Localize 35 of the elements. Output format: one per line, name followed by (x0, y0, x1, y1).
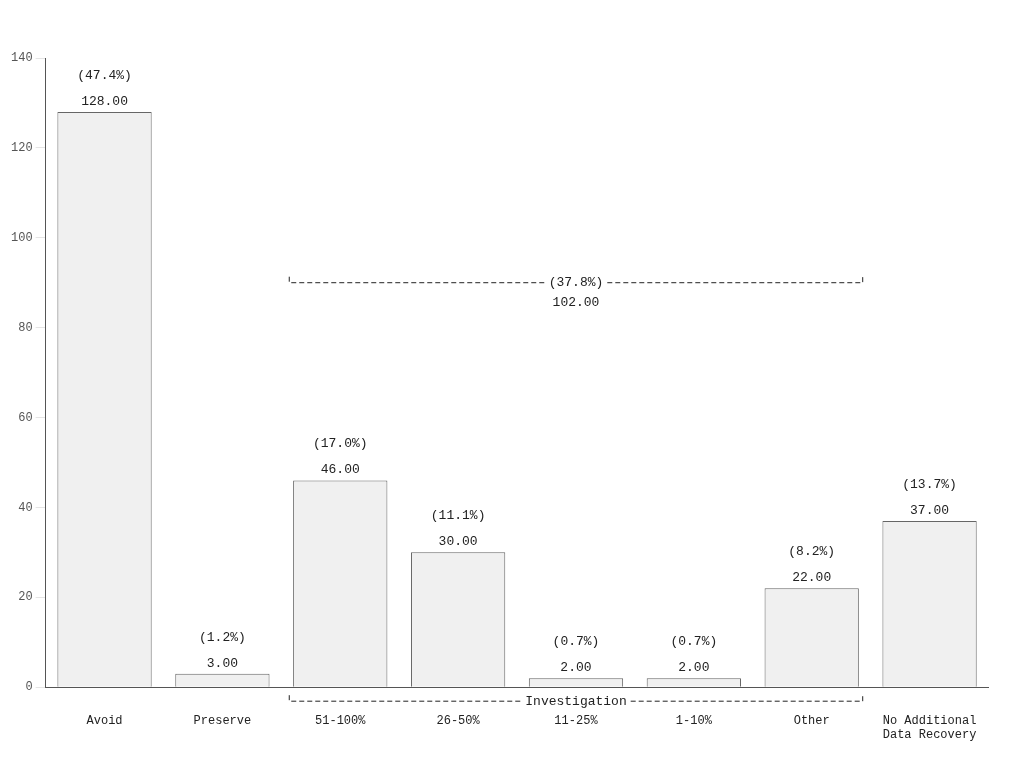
y-tick-label: 140 (10, 51, 33, 66)
data-label: 2.00 (678, 660, 710, 676)
y-tick-label: 0 (25, 680, 33, 695)
annotation: (0.7%) (670, 634, 718, 650)
annotation: (47.4%) (77, 67, 132, 83)
annotation: (0.7%) (552, 634, 600, 650)
x-tick-label: 51-100% (315, 713, 367, 728)
annotation: (11.1%) (430, 508, 486, 524)
y-tick-label: 120 (10, 141, 33, 156)
x-tick-label: 1-10% (675, 713, 713, 728)
x-tick-label: No Additional Data Recovery (882, 713, 977, 742)
annotation: (1.2%) (198, 629, 246, 645)
annotation: (37.8%) (548, 275, 604, 291)
y-tick-label: 100 (10, 230, 33, 245)
x-tick-label: Avoid (86, 713, 123, 728)
x-tick-label: 26-50% (436, 713, 481, 728)
y-tick-label: 20 (18, 590, 33, 605)
data-label: 3.00 (206, 655, 239, 671)
annotation: (13.7%) (902, 476, 957, 492)
data-label: 128.00 (81, 93, 128, 109)
x-tick-label: Preserve (193, 713, 252, 728)
annotation: (8.2%) (788, 544, 836, 560)
text: Investigation (525, 693, 627, 709)
data-label: 37.00 (910, 502, 950, 518)
x-tick-label: Other (793, 713, 830, 728)
data-label: 46.00 (320, 462, 360, 478)
x-tick-label: 11-25% (554, 713, 599, 728)
y-tick-label: 60 (18, 410, 33, 425)
annotation: (17.0%) (312, 436, 368, 452)
annotation: 102.00 (552, 295, 600, 311)
data-label: 30.00 (438, 534, 478, 550)
y-tick-label: 80 (18, 320, 33, 335)
y-tick-label: 40 (18, 500, 33, 515)
data-label: 2.00 (560, 660, 592, 676)
data-label: 22.00 (792, 570, 832, 586)
